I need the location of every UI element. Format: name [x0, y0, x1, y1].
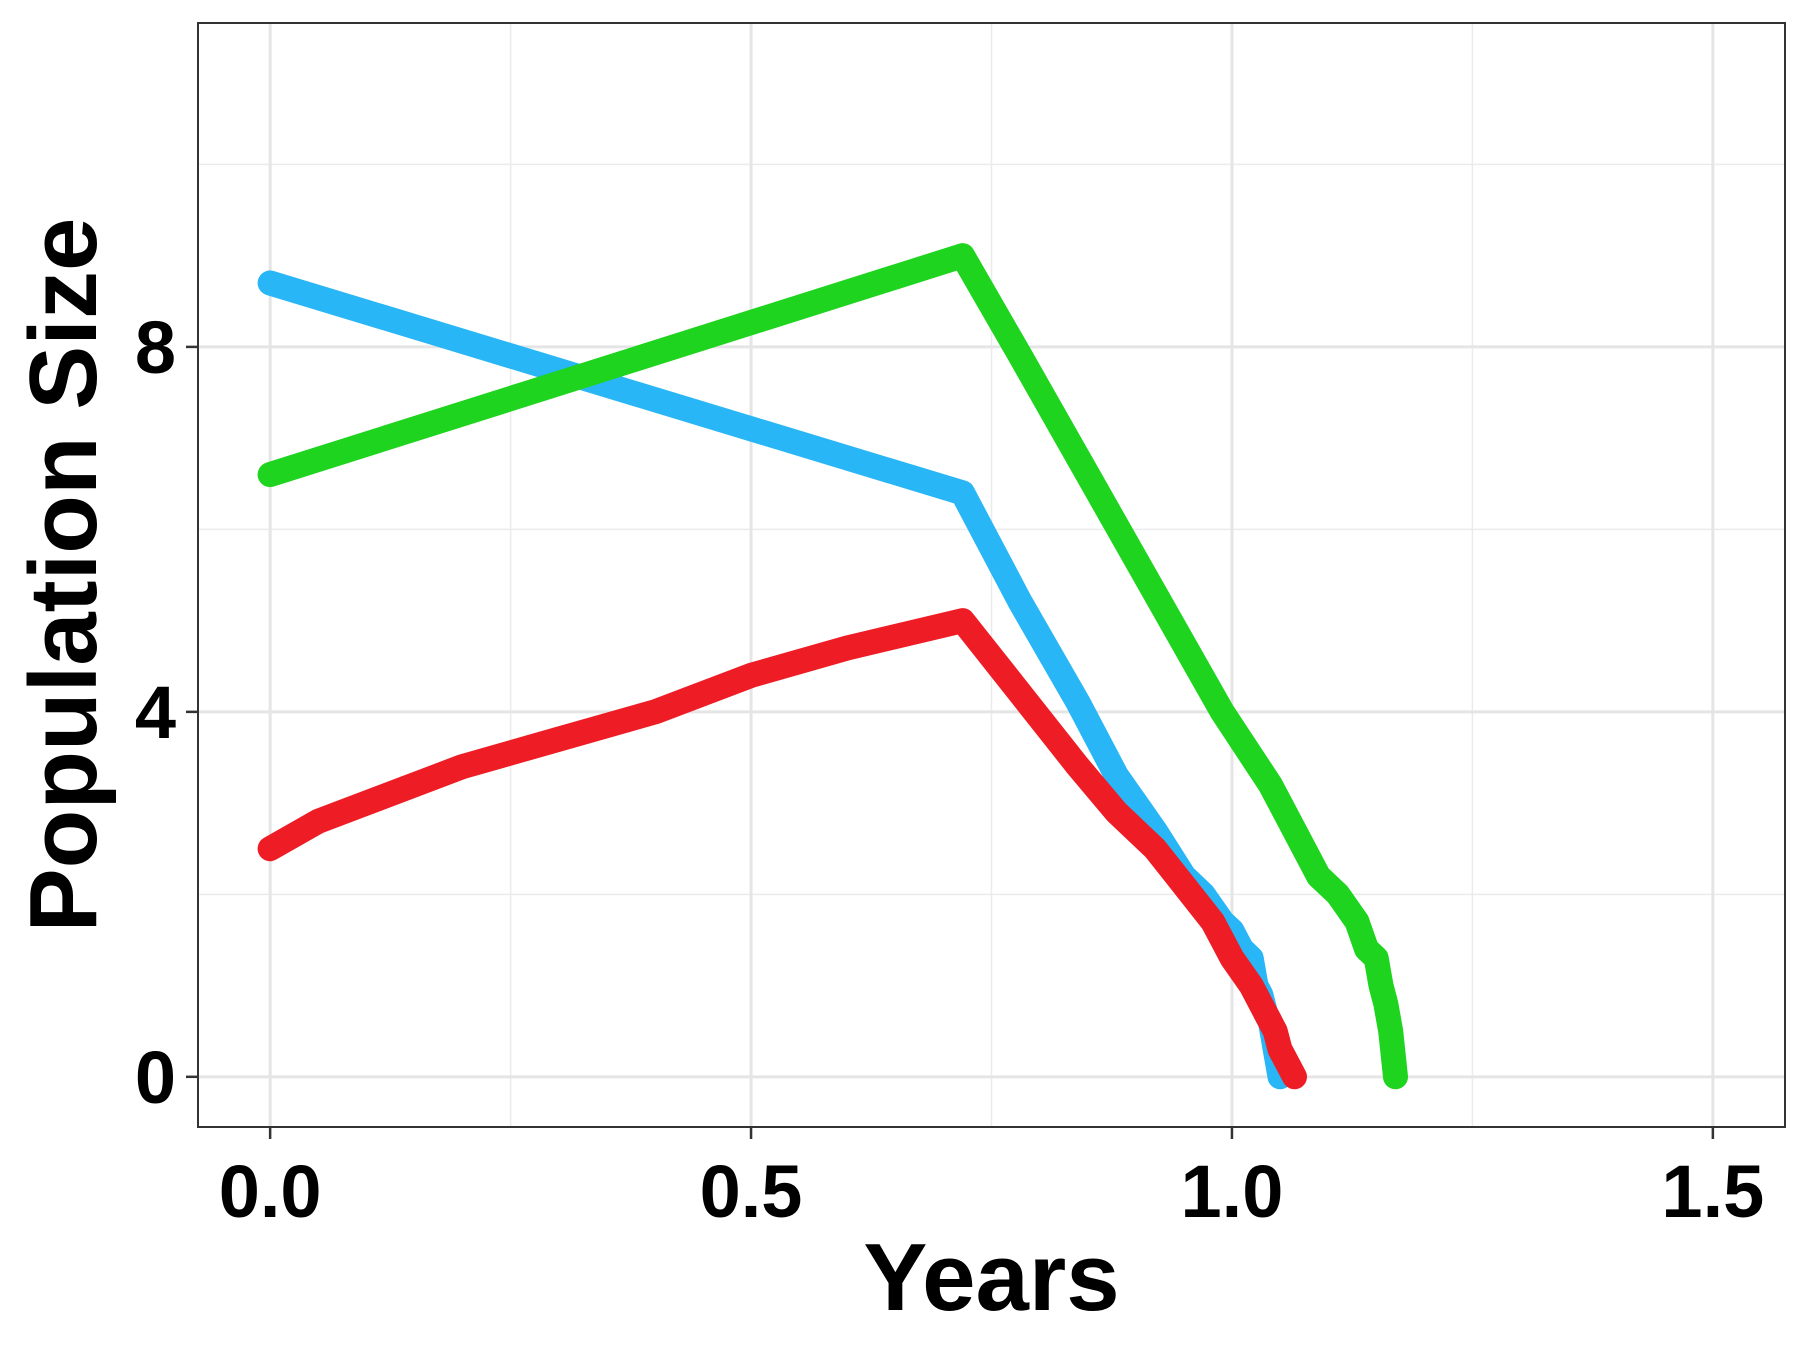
x-axis-title: Years — [863, 1224, 1119, 1331]
x-tick-label: 1.0 — [1181, 1150, 1284, 1233]
grid — [198, 23, 1785, 1127]
series-line-2 — [257, 243, 1408, 1090]
x-tick-label: 0.5 — [700, 1150, 803, 1233]
series-line-3 — [257, 608, 1307, 1090]
y-tick-label: 0 — [135, 1036, 176, 1119]
x-tick-label: 1.5 — [1661, 1150, 1764, 1233]
axes: 0.0 0.5 1.0 1.5 0 4 8 — [135, 306, 1764, 1233]
y-tick-label: 8 — [135, 306, 176, 389]
series-group — [257, 243, 1408, 1090]
x-tick-label: 0.0 — [219, 1150, 322, 1233]
plot-panel-border — [197, 22, 1786, 1128]
y-axis-title: Population Size — [10, 218, 117, 933]
y-tick-label: 4 — [135, 671, 176, 754]
